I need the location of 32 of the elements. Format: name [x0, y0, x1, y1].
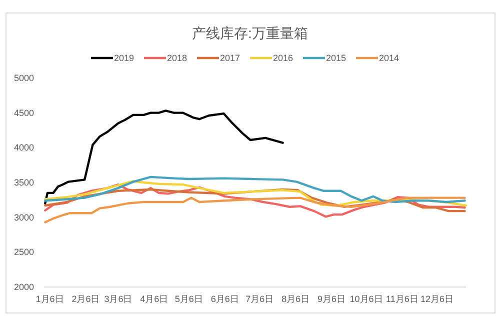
- x-tick-label: 7月6日: [246, 294, 274, 304]
- line-series: [44, 110, 284, 204]
- legend-label: 2018: [167, 53, 188, 63]
- chart-title: 产线库存:万重量箱: [192, 25, 308, 41]
- legend-label: 2017: [220, 53, 240, 63]
- x-tick-label: 1月6日: [36, 294, 64, 304]
- x-tick-label: 10月6日: [350, 294, 383, 304]
- y-tick-label: 2000: [14, 282, 34, 292]
- y-tick-label: 2500: [14, 247, 34, 258]
- line-series: [44, 176, 466, 204]
- x-tick-label: 12月6日: [420, 294, 454, 304]
- x-tick-label: 6月6日: [210, 294, 239, 304]
- y-tick-label: 4500: [14, 108, 34, 118]
- x-tick-label: 11月6日: [386, 294, 418, 304]
- x-tick-label: 8月6日: [282, 294, 310, 304]
- x-tick-label: 5月6日: [174, 294, 203, 304]
- y-tick-label: 3500: [14, 178, 34, 188]
- x-tick-label: 2月6日: [72, 294, 100, 304]
- line-series: [44, 188, 466, 212]
- line-series: [44, 183, 466, 218]
- x-tick-label: 9月6日: [318, 294, 346, 304]
- line-series: [44, 180, 468, 207]
- legend-label: 2016: [273, 53, 294, 63]
- x-tick-label: 4月6日: [140, 294, 168, 304]
- y-tick-label: 5000: [14, 73, 34, 83]
- legend-label: 2015: [326, 53, 346, 63]
- x-tick-label: 3月6日: [104, 294, 132, 304]
- line-series: [44, 196, 466, 224]
- y-tick-label: 3000: [14, 212, 34, 222]
- legend-label: 2019: [114, 53, 134, 63]
- y-tick-label: 4000: [14, 142, 34, 153]
- legend-label: 2014: [379, 53, 400, 63]
